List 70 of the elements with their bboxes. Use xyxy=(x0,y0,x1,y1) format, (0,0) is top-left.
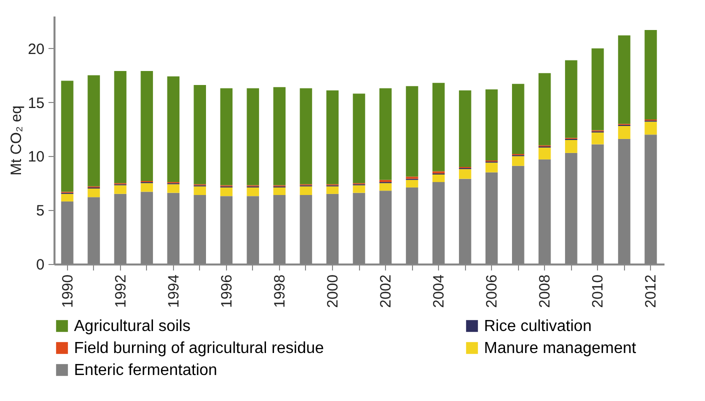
x-tick-label: 2000 xyxy=(324,274,342,308)
bar xyxy=(379,88,392,180)
bar xyxy=(246,88,260,186)
x-tick-label: 2008 xyxy=(536,274,554,308)
bar xyxy=(432,174,445,182)
bar xyxy=(458,90,472,167)
legend-label: Agricultural soils xyxy=(74,318,190,335)
bar xyxy=(167,76,180,182)
bar xyxy=(300,186,312,195)
bar xyxy=(167,184,180,193)
bar xyxy=(273,187,286,195)
x-tick-label: 2010 xyxy=(590,274,607,308)
bar xyxy=(114,185,126,194)
x-tick-label: 1994 xyxy=(165,274,182,308)
y-tick-label: 5 xyxy=(36,202,44,220)
bar xyxy=(432,82,445,172)
bar xyxy=(485,89,498,160)
bar xyxy=(220,88,233,186)
bar xyxy=(220,187,233,196)
x-tick-label: 1996 xyxy=(218,274,236,308)
bar xyxy=(352,94,366,184)
bar xyxy=(300,88,312,184)
bar xyxy=(618,126,630,139)
bar xyxy=(512,84,524,154)
bar xyxy=(194,186,206,195)
bar xyxy=(61,80,74,192)
legend-label: Manure management xyxy=(484,340,637,357)
bar xyxy=(485,162,498,172)
bar xyxy=(458,169,472,179)
y-tick-label: 0 xyxy=(36,256,44,274)
x-tick-label: 1998 xyxy=(271,274,288,308)
x-tick-label: 1992 xyxy=(112,274,130,308)
bar xyxy=(512,156,524,166)
x-tick-label: 2006 xyxy=(484,274,501,308)
legend-label: Field burning of agricultural residue xyxy=(74,340,324,357)
bar xyxy=(88,188,100,198)
bar xyxy=(379,180,392,182)
x-tick-label: 2012 xyxy=(642,274,660,308)
legend-label: Enteric fermentation xyxy=(74,362,218,379)
bar xyxy=(592,48,604,130)
y-tick-label: 15 xyxy=(28,94,44,112)
bar xyxy=(592,132,604,144)
bar xyxy=(194,85,206,184)
bar xyxy=(61,194,74,202)
bar xyxy=(326,186,339,194)
bar xyxy=(644,30,657,120)
x-tick-label: 2004 xyxy=(430,274,448,308)
x-tick-label: 1990 xyxy=(59,274,76,308)
bar xyxy=(406,180,418,188)
bar xyxy=(140,183,153,192)
legend-label: Rice cultivation xyxy=(484,318,592,335)
bar xyxy=(326,90,339,184)
y-tick-label: 10 xyxy=(28,148,44,166)
x-tick-label: 2002 xyxy=(378,274,395,308)
bar xyxy=(379,183,392,191)
bar xyxy=(88,75,100,186)
bar xyxy=(406,86,418,177)
bar xyxy=(246,187,260,196)
bar xyxy=(565,60,578,138)
bar xyxy=(352,185,366,193)
bar xyxy=(565,140,578,153)
bar xyxy=(618,35,630,124)
bar xyxy=(644,122,657,135)
bar xyxy=(538,148,551,160)
y-axis-title: Mt CO₂ eq xyxy=(8,105,25,176)
bar xyxy=(114,70,126,184)
bar xyxy=(140,70,153,181)
bar xyxy=(273,87,286,186)
y-tick-label: 20 xyxy=(28,40,44,58)
bar xyxy=(538,73,551,146)
